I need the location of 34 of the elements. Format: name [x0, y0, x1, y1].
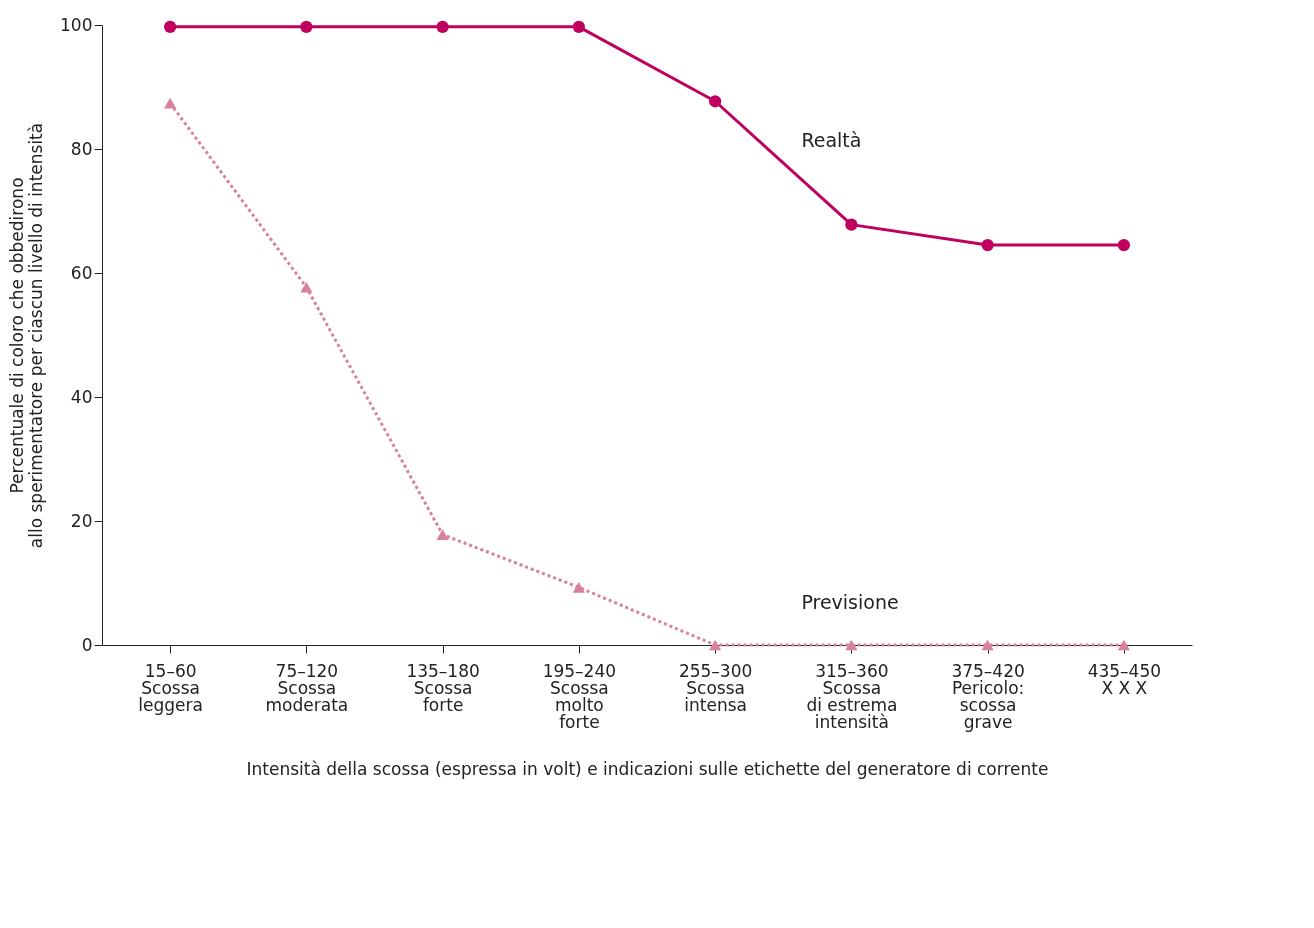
point: [300, 281, 313, 293]
x-tick-label: 315–360 Scossa di estrema intensità: [806, 660, 898, 732]
point: [1117, 238, 1130, 252]
x-tick-label: 375–420 Pericolo: scossa grave: [951, 660, 1025, 732]
point: [709, 639, 722, 651]
point: [572, 582, 585, 593]
point: [845, 639, 858, 651]
point: [709, 95, 722, 108]
point: [981, 639, 994, 651]
point: [572, 20, 585, 33]
point: [1117, 639, 1130, 651]
y-axis-title: Percentuale di coloro che obbedirono allo sperimentatore per ciascun livello di intensità: [7, 122, 47, 549]
y-tick-label: 100: [60, 14, 93, 35]
x-tick-label: 135–180 Scossa forte: [406, 660, 480, 715]
y-tick-label: 40: [70, 386, 93, 407]
point: [436, 529, 449, 540]
x-tick-label: 435–450 X X X: [1087, 660, 1162, 698]
point: [981, 238, 994, 252]
point: [164, 97, 177, 109]
point: [164, 20, 177, 33]
y-tick-label: 0: [81, 634, 93, 655]
x-tick-label: 15–60 Scossa leggera: [138, 660, 203, 715]
point: [300, 20, 313, 33]
series-label: Realtà: [801, 128, 862, 151]
point: [436, 20, 449, 33]
y-tick-label: 80: [70, 138, 93, 159]
y-tick-label: 60: [70, 262, 93, 283]
y-tick-label: 20: [70, 510, 93, 531]
series-label: Previsione: [801, 591, 899, 613]
x-tick-label: 75–120 Scossa moderata: [265, 660, 349, 715]
x-axis-title: Intensità della scossa (espressa in volt) e indicazioni sulle etichette del generatore di corrente: [246, 758, 1049, 779]
x-tick-label: 195–240 Scossa molto forte: [542, 660, 617, 732]
x-tick-label: 255–300 Scossa intensa: [678, 660, 753, 715]
point: [845, 218, 858, 231]
